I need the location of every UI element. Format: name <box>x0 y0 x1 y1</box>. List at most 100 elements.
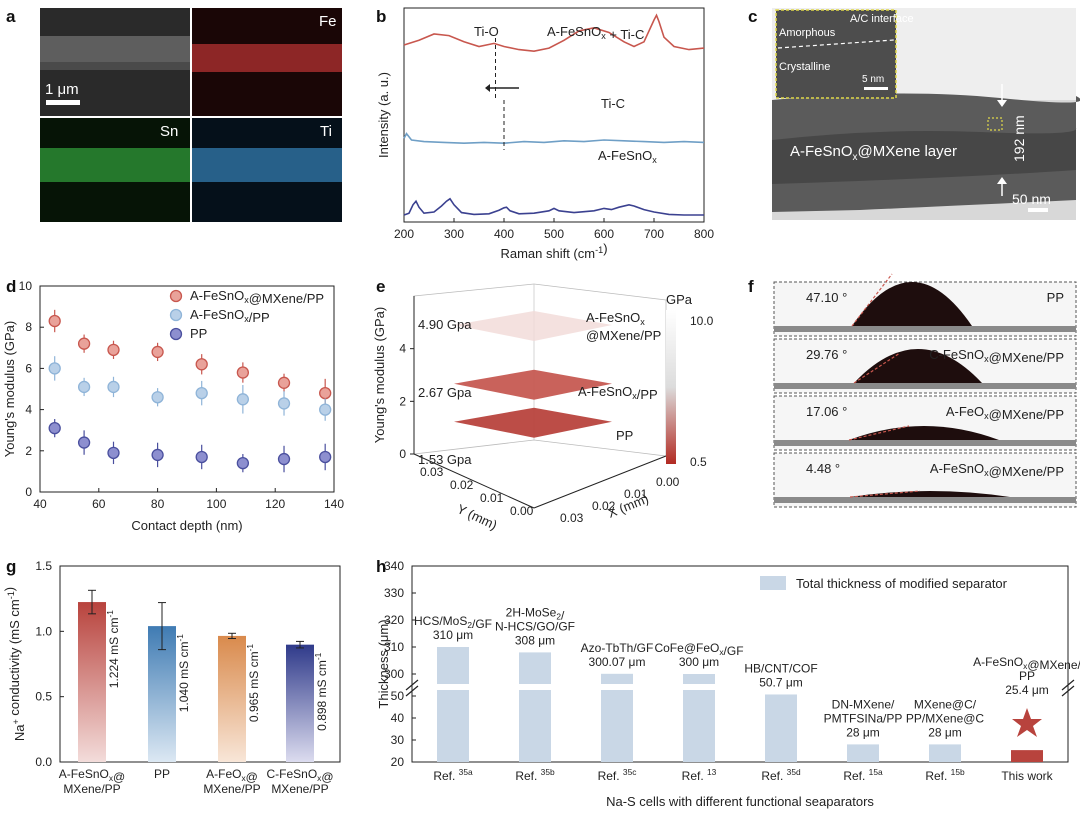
data-point <box>77 436 91 449</box>
separator-name-label: MXene@C/ <box>914 697 977 711</box>
category-label: Ref. 35d <box>761 767 801 783</box>
plot-frame <box>39 285 335 493</box>
panel-f-contact-angles: 47.10 ° PP 29.76 ° C-FeSnOx@MXene/PP 17.06 °… <box>773 273 1077 508</box>
data-point <box>277 452 291 466</box>
data-point <box>151 345 164 359</box>
y-tick-label: 0.0 <box>35 755 52 769</box>
axis-break-mark <box>405 679 419 691</box>
y-axis-title: Intensity (a. u.) <box>376 72 391 158</box>
x-axis-title: Contact depth (nm) <box>131 518 242 533</box>
category-label: C-FeSnOx@ <box>266 767 333 784</box>
tangent-line <box>851 273 893 327</box>
panel-letter-h: h <box>376 557 386 576</box>
panel-letter-c: c <box>748 7 757 26</box>
x-tick-label: 0.01 <box>624 487 648 501</box>
y-tick-label: 0.02 <box>450 478 474 492</box>
panel-a-eds-maps: Fe Sn Ti 1 μm <box>40 8 342 222</box>
category-label: PP <box>154 767 170 781</box>
data-point <box>277 376 291 389</box>
tangent-line <box>848 425 910 441</box>
x-axis-line <box>533 455 667 509</box>
data-point <box>151 391 164 404</box>
layer-name-label: PP <box>616 428 633 443</box>
sample-name: C-FeSnOx@MXene/PP <box>929 347 1064 365</box>
colorbar-min: 0.5 <box>690 455 707 469</box>
panel-letter-e: e <box>376 277 385 296</box>
data-point <box>236 366 250 379</box>
y-tick-label: 20 <box>391 755 405 769</box>
scale-bar <box>46 100 80 105</box>
layer-label: A-FeSnOx@MXene layer <box>790 143 957 163</box>
z-tick-label: 2 <box>399 394 406 408</box>
bar-value-label: 300.07 μm <box>589 655 646 669</box>
droplet <box>852 282 972 326</box>
panel-letter-g: g <box>6 557 16 576</box>
legend-marker <box>169 289 183 303</box>
axis-break-mark <box>1061 685 1075 697</box>
panel-c-tem: A/C interface Amorphous Crystalline 5 nm… <box>772 8 1080 220</box>
plot-frame <box>403 7 705 223</box>
category-label: Ref. 15a <box>843 767 883 783</box>
bar-value-label: 0.898 mS cm-1 <box>313 652 329 730</box>
tile-label-sn: Sn <box>160 123 178 140</box>
separator-name-label: A-FeSnOx@MXene/ <box>973 655 1080 672</box>
axis-break-mark <box>1061 679 1075 691</box>
y-axis-line <box>413 453 535 509</box>
x-tick-label: 80 <box>151 497 165 511</box>
scale-bar-label: 50 nm <box>1012 191 1051 207</box>
x-tick-label: 800 <box>694 227 714 241</box>
legend-label: A-FeSnOx/PP <box>190 307 270 325</box>
y-tick-label: 310 <box>384 640 404 654</box>
category-label: MXene/PP <box>203 782 260 796</box>
substrate <box>774 383 1076 389</box>
x-tick-label: 200 <box>394 227 414 241</box>
category-label: Ref. 35c <box>598 767 637 783</box>
y-tick-label: 4 <box>25 403 32 417</box>
bar-value-label: 25.4 μm <box>1005 683 1049 697</box>
shift-arrow-head <box>485 84 490 92</box>
data-point <box>48 362 61 375</box>
legend-label: A-FeSnOx@MXene/PP <box>190 288 324 306</box>
series-line <box>403 197 704 216</box>
z-tick-label: 4 <box>399 342 406 356</box>
data-point <box>319 386 332 400</box>
modulus-layer <box>454 369 612 400</box>
droplet <box>850 491 1010 497</box>
data-point <box>277 397 291 410</box>
y-axis-title: Thickness (μm) <box>376 619 391 708</box>
layer-name-label: @MXene/PP <box>586 328 661 343</box>
chart-e-3d-modulus: 0 2 4 Young's modulus (GPa) 0.03 0.03 0.02 0.02… <box>372 283 714 533</box>
legend-label: PP <box>190 326 207 341</box>
data-point <box>319 450 332 464</box>
droplet <box>849 426 999 440</box>
separator-name-label: PMTFSINa/PP <box>824 711 903 725</box>
axis-break-gap <box>600 684 634 690</box>
data-point <box>77 337 91 350</box>
chart-d-modulus: 40 60 80 100 120 140 0 2 4 6 8 10 Contact depth (nm)… <box>2 279 344 533</box>
y-tick-label: 30 <box>391 733 405 747</box>
thickness-label: 192 nm <box>1011 115 1027 162</box>
bar <box>847 744 879 762</box>
x-tick-label: 120 <box>265 497 285 511</box>
modulus-layer <box>454 310 612 341</box>
colorbar-max: 10.0 <box>690 314 714 328</box>
bar-value-label: 28 μm <box>928 725 962 739</box>
y-tick-label: 1.0 <box>35 624 52 638</box>
y-axis-title: Na+ conductivity (mS cm-1) <box>2 587 27 741</box>
legend-swatch <box>760 576 786 590</box>
y-axis-title: Y (mm) <box>455 501 500 533</box>
separator-name-label: N-HCS/GO/GF <box>495 619 575 633</box>
substrate <box>774 326 1076 332</box>
separator-name-label: Azo-TbTh/GF <box>581 641 654 655</box>
x-tick-label: 400 <box>494 227 514 241</box>
bar-value-label: 300 μm <box>679 655 719 669</box>
contact-angle-value: 17.06 ° <box>806 404 847 419</box>
series-line <box>403 132 705 145</box>
y-tick-label: 330 <box>384 586 404 600</box>
bar-value-label: 0.965 mS cm-1 <box>245 644 261 722</box>
inset-label-amorphous: Amorphous <box>779 27 836 39</box>
plot-frame <box>411 565 1069 763</box>
y-tick-label: 1.5 <box>35 559 52 573</box>
